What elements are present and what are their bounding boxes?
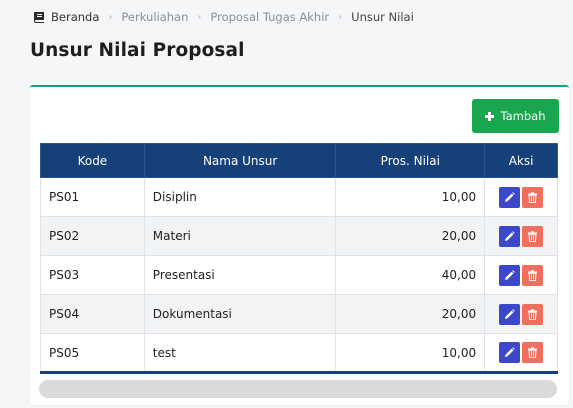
chevron-right-icon: › — [338, 11, 343, 23]
content-card: Tambah Kode Nama Unsur Pros. Nilai Aksi … — [30, 85, 569, 405]
delete-button[interactable] — [522, 225, 544, 247]
delete-button[interactable] — [522, 186, 544, 208]
cell-nama-unsur: Dokumentasi — [143, 294, 337, 334]
table-row: PS03 Presentasi 40,00 — [40, 255, 558, 295]
column-header-pros-nilai[interactable]: Pros. Nilai — [335, 143, 486, 178]
edit-button[interactable] — [499, 342, 521, 363]
add-button[interactable]: Tambah — [472, 99, 559, 133]
chevron-right-icon: › — [197, 11, 202, 23]
cell-aksi — [484, 216, 558, 256]
edit-button[interactable] — [499, 186, 521, 208]
cell-nama-unsur: Materi — [143, 216, 337, 256]
table-row: PS02 Materi 20,00 — [40, 216, 558, 256]
table-row: PS04 Dokumentasi 20,00 — [40, 294, 558, 334]
edit-button[interactable] — [499, 264, 521, 286]
table-header-row: Kode Nama Unsur Pros. Nilai Aksi — [40, 143, 558, 178]
cell-nama-unsur: Presentasi — [143, 255, 337, 295]
delete-button[interactable] — [522, 303, 544, 325]
cell-aksi — [484, 177, 558, 217]
cell-nama-unsur: test — [143, 333, 337, 374]
cell-kode: PS01 — [40, 177, 145, 217]
cell-kode: PS05 — [40, 333, 145, 374]
cell-aksi — [484, 255, 558, 295]
table-row: PS05 test 10,00 — [40, 333, 558, 374]
cell-pros-nilai: 20,00 — [335, 216, 486, 256]
chevron-right-icon: › — [108, 11, 113, 23]
cell-pros-nilai: 20,00 — [335, 294, 486, 334]
delete-button[interactable] — [522, 342, 544, 363]
column-header-nama-unsur[interactable]: Nama Unsur — [143, 143, 337, 178]
add-button-label: Tambah — [500, 109, 546, 123]
cell-pros-nilai: 40,00 — [335, 255, 486, 295]
cell-kode: PS02 — [40, 216, 145, 256]
page-title: Unsur Nilai Proposal — [30, 40, 245, 61]
book-icon — [34, 11, 44, 23]
cell-nama-unsur: Disiplin — [143, 177, 337, 217]
unsur-nilai-table: Kode Nama Unsur Pros. Nilai Aksi PS01 Dis… — [40, 143, 558, 374]
horizontal-scrollbar[interactable] — [39, 380, 557, 398]
plus-icon — [485, 111, 495, 121]
cell-aksi — [484, 333, 558, 374]
cell-pros-nilai: 10,00 — [335, 177, 486, 217]
cell-kode: PS04 — [40, 294, 145, 334]
column-header-aksi: Aksi — [484, 143, 558, 178]
cell-pros-nilai: 10,00 — [335, 333, 486, 374]
breadcrumb-perkuliahan[interactable]: Perkuliahan — [121, 10, 189, 24]
cell-aksi — [484, 294, 558, 334]
breadcrumb-home-label[interactable]: Beranda — [51, 10, 100, 24]
edit-button[interactable] — [499, 303, 521, 325]
edit-button[interactable] — [499, 225, 521, 247]
breadcrumb-home[interactable]: Beranda — [33, 10, 99, 24]
column-header-kode[interactable]: Kode — [40, 143, 145, 178]
cell-kode: PS03 — [40, 255, 145, 295]
delete-button[interactable] — [522, 264, 544, 286]
table-row: PS01 Disiplin 10,00 — [40, 177, 558, 217]
breadcrumb-proposal[interactable]: Proposal Tugas Akhir — [210, 10, 330, 24]
breadcrumb: Beranda › Perkuliahan › Proposal Tugas A… — [33, 9, 414, 25]
breadcrumb-current: Unsur Nilai — [351, 10, 414, 24]
